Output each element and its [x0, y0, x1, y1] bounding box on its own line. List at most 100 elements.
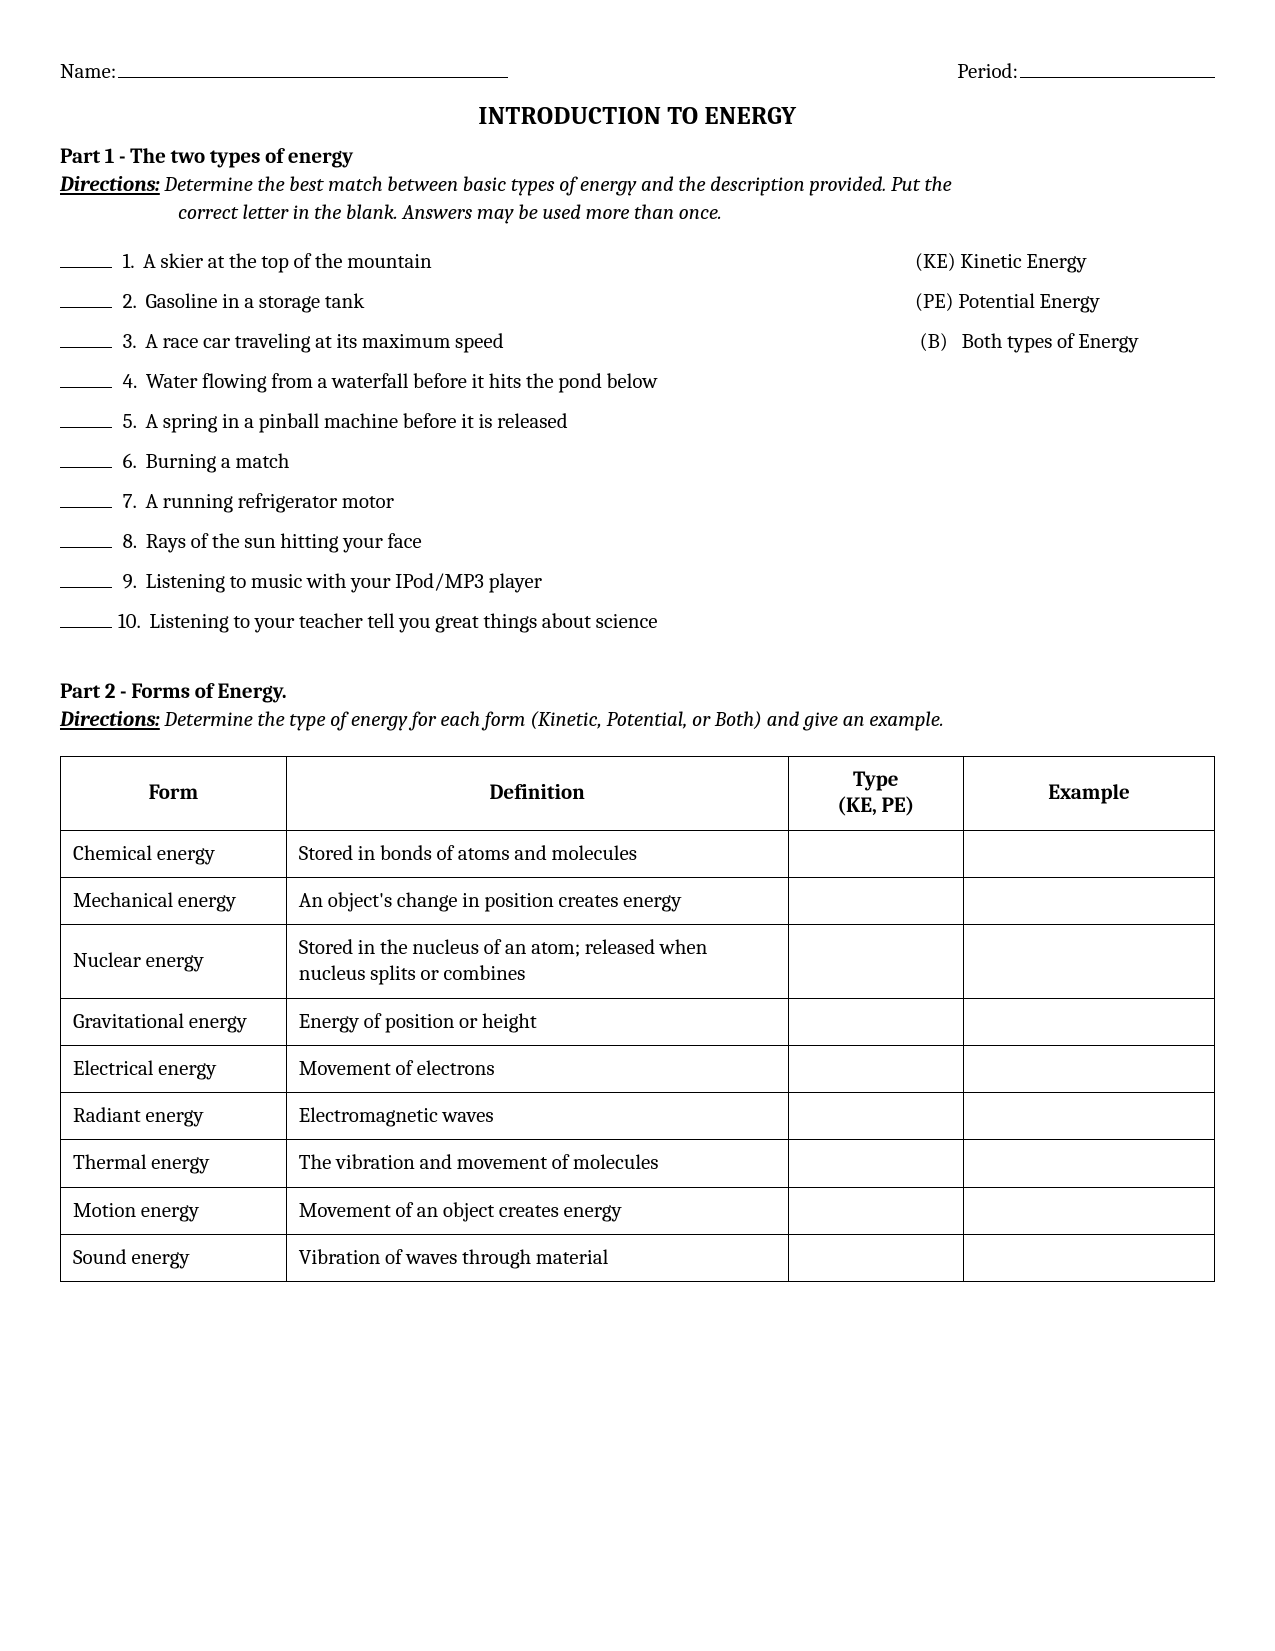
cell-type[interactable]: [788, 830, 964, 877]
cell-definition: Movement of an object creates energy: [286, 1187, 788, 1234]
part2-section: Part 2 - Forms of Energy. Directions: De…: [60, 680, 1215, 1282]
cell-form: Nuclear energy: [61, 925, 287, 999]
question-number: 2.: [118, 290, 145, 314]
cell-form: Chemical energy: [61, 830, 287, 877]
cell-form: Motion energy: [61, 1187, 287, 1234]
question-text: Listening to your teacher tell you great…: [149, 610, 657, 634]
cell-definition: Stored in bonds of atoms and molecules: [286, 830, 788, 877]
table-row: Sound energyVibration of waves through m…: [61, 1234, 1215, 1281]
cell-example[interactable]: [964, 1234, 1215, 1281]
directions-label: Directions:: [60, 173, 160, 197]
question-text: A race car traveling at its maximum spee…: [145, 330, 503, 354]
question-text: A spring in a pinball machine before it …: [146, 410, 568, 434]
part1-body: 1. A skier at the top of the mountain 2.…: [60, 250, 1215, 650]
period-blank[interactable]: [1020, 77, 1215, 78]
answer-blank[interactable]: [60, 387, 112, 388]
cell-type[interactable]: [788, 1093, 964, 1140]
directions-text-1: Determine the best match between basic t…: [160, 173, 952, 197]
question-number: 6.: [118, 450, 145, 474]
question-row: 7. A running refrigerator motor: [60, 490, 875, 514]
cell-type[interactable]: [788, 1140, 964, 1187]
questions-list: 1. A skier at the top of the mountain 2.…: [60, 250, 875, 650]
cell-type[interactable]: [788, 877, 964, 924]
cell-example[interactable]: [964, 1045, 1215, 1092]
answer-blank[interactable]: [60, 627, 112, 628]
table-row: Radiant energyElectromagnetic waves: [61, 1093, 1215, 1140]
energy-table: Form Definition Type (KE, PE) Example Ch…: [60, 756, 1215, 1282]
cell-example[interactable]: [964, 925, 1215, 999]
question-row: 3. A race car traveling at its maximum s…: [60, 330, 875, 354]
part2-directions: Directions: Determine the type of energy…: [60, 706, 1215, 734]
question-text: A skier at the top of the mountain: [143, 250, 432, 274]
col-type: Type (KE, PE): [788, 757, 964, 831]
col-definition: Definition: [286, 757, 788, 831]
question-number: 10.: [118, 610, 149, 634]
key-item: (KE) Kinetic Energy: [915, 250, 1215, 274]
cell-example[interactable]: [964, 830, 1215, 877]
table-row: Chemical energyStored in bonds of atoms …: [61, 830, 1215, 877]
table-row: Motion energyMovement of an object creat…: [61, 1187, 1215, 1234]
cell-example[interactable]: [964, 877, 1215, 924]
question-number: 4.: [118, 370, 146, 394]
cell-example[interactable]: [964, 1093, 1215, 1140]
table-row: Electrical energyMovement of electrons: [61, 1045, 1215, 1092]
directions-text-p2: Determine the type of energy for each fo…: [160, 708, 944, 732]
cell-type[interactable]: [788, 1234, 964, 1281]
question-row: 4. Water flowing from a waterfall before…: [60, 370, 875, 394]
cell-form: Electrical energy: [61, 1045, 287, 1092]
question-number: 1.: [118, 250, 143, 274]
cell-form: Mechanical energy: [61, 877, 287, 924]
answer-blank[interactable]: [60, 547, 112, 548]
answer-blank[interactable]: [60, 507, 112, 508]
cell-definition: Movement of electrons: [286, 1045, 788, 1092]
answer-blank[interactable]: [60, 587, 112, 588]
directions-label-2: Directions:: [60, 708, 160, 732]
header-row: Name: Period:: [60, 60, 1215, 84]
page-title: INTRODUCTION TO ENERGY: [60, 102, 1215, 131]
question-row: 6. Burning a match: [60, 450, 875, 474]
answer-blank[interactable]: [60, 307, 112, 308]
answer-blank[interactable]: [60, 267, 112, 268]
question-row: 10. Listening to your teacher tell you g…: [60, 610, 875, 634]
answer-key: (KE) Kinetic Energy(PE) Potential Energy…: [915, 250, 1215, 650]
col-form: Form: [61, 757, 287, 831]
cell-definition: Stored in the nucleus of an atom; releas…: [286, 925, 788, 999]
cell-form: Thermal energy: [61, 1140, 287, 1187]
question-text: Burning a match: [145, 450, 289, 474]
name-label: Name:: [60, 60, 116, 84]
table-row: Mechanical energyAn object's change in p…: [61, 877, 1215, 924]
question-text: Rays of the sun hitting your face: [146, 530, 422, 554]
question-number: 5.: [118, 410, 146, 434]
question-row: 2. Gasoline in a storage tank: [60, 290, 875, 314]
cell-type[interactable]: [788, 998, 964, 1045]
question-text: Listening to music with your IPod/MP3 pl…: [146, 570, 542, 594]
question-row: 9. Listening to music with your IPod/MP3…: [60, 570, 875, 594]
question-text: A running refrigerator motor: [145, 490, 394, 514]
cell-example[interactable]: [964, 1140, 1215, 1187]
cell-definition: The vibration and movement of molecules: [286, 1140, 788, 1187]
cell-type[interactable]: [788, 1045, 964, 1092]
worksheet-page: Name: Period: INTRODUCTION TO ENERGY Par…: [0, 0, 1275, 1651]
question-row: 8. Rays of the sun hitting your face: [60, 530, 875, 554]
cell-type[interactable]: [788, 1187, 964, 1234]
period-field: Period:: [957, 60, 1215, 84]
cell-example[interactable]: [964, 1187, 1215, 1234]
answer-blank[interactable]: [60, 467, 112, 468]
answer-blank[interactable]: [60, 347, 112, 348]
question-text: Water flowing from a waterfall before it…: [146, 370, 658, 394]
name-blank[interactable]: [118, 77, 508, 78]
question-number: 7.: [118, 490, 145, 514]
energy-tbody: Chemical energyStored in bonds of atoms …: [61, 830, 1215, 1282]
part1-section: Part 1 - The two types of energy Directi…: [60, 145, 1215, 650]
cell-type[interactable]: [788, 925, 964, 999]
answer-blank[interactable]: [60, 427, 112, 428]
directions-text-2: correct letter in the blank. Answers may…: [60, 199, 1215, 227]
cell-example[interactable]: [964, 998, 1215, 1045]
table-row: Thermal energyThe vibration and movement…: [61, 1140, 1215, 1187]
cell-form: Gravitational energy: [61, 998, 287, 1045]
part1-heading: Part 1 - The two types of energy: [60, 145, 1215, 169]
name-field: Name:: [60, 60, 508, 84]
cell-form: Radiant energy: [61, 1093, 287, 1140]
table-row: Gravitational energyEnergy of position o…: [61, 998, 1215, 1045]
col-example: Example: [964, 757, 1215, 831]
